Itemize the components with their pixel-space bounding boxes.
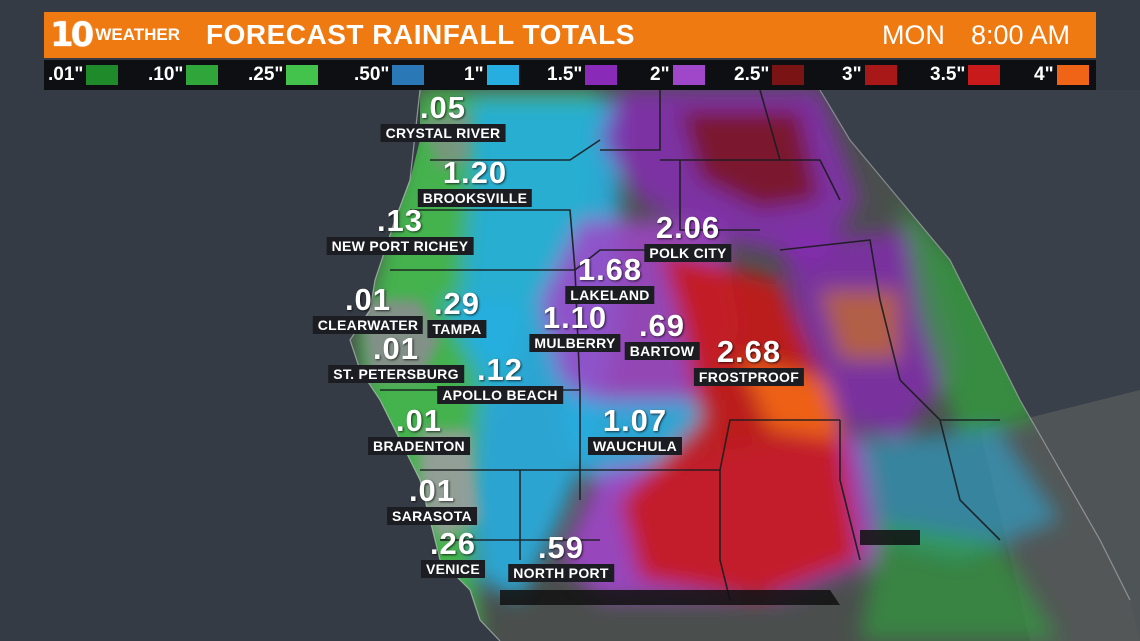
station-logo: 10 WEATHER [50,12,180,58]
city-name: POLK CITY [644,244,732,262]
city-label-venice: .26 VENICE [421,528,485,579]
rainfall-value: .13 [376,203,424,238]
city-label-sarasota: .01 SARASOTA [387,475,477,526]
legend-swatch [1056,65,1089,85]
legend-item: 1" [464,64,519,86]
rainfall-value: 2.68 [716,334,782,369]
legend-item: 4" [1034,64,1089,86]
legend-swatch [672,65,705,85]
city-name: ST. PETERSBURG [328,365,464,383]
rainfall-value: 1.10 [542,300,608,335]
legend-swatch [585,65,618,85]
city-name: VENICE [421,560,485,578]
city-label-bartow: .69 BARTOW [624,308,700,361]
legend-item: .01" [48,64,119,86]
rainfall-value: .69 [638,308,686,343]
legend-item: .50" [354,64,425,86]
city-label-new-port-richey: .13 NEW PORT RICHEY [326,203,474,256]
logo-word: WEATHER [95,25,181,44]
city-label-clearwater: .01 CLEARWATER [312,282,424,335]
logo-number: 10 [50,15,94,55]
legend-label: 2.5" [734,64,770,85]
city-name: APOLLO BEACH [437,386,563,404]
legend-item: .25" [248,64,319,86]
legend-label: 3.5" [930,64,966,85]
rainfall-value: .29 [433,286,481,321]
city-name: FROSTPROOF [693,368,805,386]
rainfall-value: .12 [476,352,524,387]
legend-item: .10" [148,64,219,86]
city-label-brooksville: 1.20 BROOKSVILLE [417,155,533,208]
city-name: BROOKSVILLE [417,189,533,207]
city-label-crystal-river: .05 CRYSTAL RIVER [380,90,506,143]
city-label-polk-city: 2.06 POLK CITY [644,210,732,263]
legend-label: 1" [464,64,484,85]
legend-swatch [968,65,1001,85]
city-name: CLEARWATER [312,316,424,334]
page-title: FORECAST RAINFALL TOTALS [206,19,635,50]
city-label-apollo-beach: .12 APOLLO BEACH [437,354,563,405]
forecast-time: 8:00 AM [970,19,1070,50]
legend-label: 4" [1034,64,1054,85]
city-name: LAKELAND [565,286,655,304]
legend-label: 3" [842,64,862,85]
legend-swatch [86,65,119,85]
city-label-wauchula: 1.07 WAUCHULA [587,403,683,456]
legend-swatch [772,65,805,85]
rainfall-value: 1.07 [602,403,668,438]
city-name: NORTH PORT [508,564,614,582]
rainfall-value: .01 [408,473,456,508]
legend-label: .01" [48,64,84,85]
city-name: BRADENTON [368,437,470,455]
city-label-mulberry: 1.10 MULBERRY [529,300,621,353]
legend-label: .50" [354,64,390,85]
rainfall-value: .26 [429,526,477,561]
city-name: TAMPA [427,320,487,338]
city-name: SARASOTA [387,507,477,525]
city-label-st-petersburg: .01 ST. PETERSBURG [328,333,464,384]
city-name: BARTOW [624,342,700,360]
rainfall-value: .05 [419,90,467,125]
legend-swatch [486,65,519,85]
legend-swatch [286,65,319,85]
forecast-datetime: MON 8:00 AM [882,12,1070,58]
rainfall-value: .59 [537,530,585,565]
city-name: WAUCHULA [587,437,683,455]
legend-label: 2" [650,64,670,85]
rainfall-value: 1.68 [577,252,643,287]
city-label-bradenton: .01 BRADENTON [368,405,470,456]
header-bar: 10 WEATHER FORECAST RAINFALL TOTALS MON … [44,12,1096,58]
legend-item: 3.5" [930,64,1001,86]
rainfall-value: .01 [395,403,443,438]
rainfall-value: 2.06 [655,210,721,245]
rainfall-value: 1.20 [442,155,508,190]
city-label-frostproof: 2.68 FROSTPROOF [693,334,805,387]
city-name: NEW PORT RICHEY [326,237,474,255]
legend-item: 3" [842,64,897,86]
legend-swatch [864,65,897,85]
rainfall-value: .01 [372,331,420,366]
forecast-day: MON [881,19,945,50]
legend-item: 2.5" [734,64,805,86]
legend-label: .10" [148,64,184,85]
city-label-lakeland: 1.68 LAKELAND [565,252,655,305]
rainfall-value: .01 [344,282,392,317]
legend-swatch [392,65,425,85]
rainfall-legend: .01" .10" .25" .50" 1" 1.5" 2" 2.5" 3" 3… [44,60,1096,90]
legend-item: 1.5" [547,64,618,86]
legend-label: 1.5" [547,64,583,85]
city-label-north-port: .59 NORTH PORT [508,532,614,583]
city-label-tampa: .29 TAMPA [427,286,487,339]
legend-item: 2" [650,64,705,86]
city-name: MULBERRY [529,334,621,352]
city-name: CRYSTAL RIVER [380,124,506,142]
legend-label: .25" [248,64,284,85]
legend-swatch [186,65,219,85]
